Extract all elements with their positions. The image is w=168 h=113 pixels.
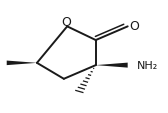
Text: O: O: [130, 20, 139, 32]
Text: NH₂: NH₂: [137, 61, 158, 71]
Polygon shape: [7, 61, 37, 66]
Polygon shape: [96, 63, 128, 68]
Text: O: O: [61, 16, 71, 29]
